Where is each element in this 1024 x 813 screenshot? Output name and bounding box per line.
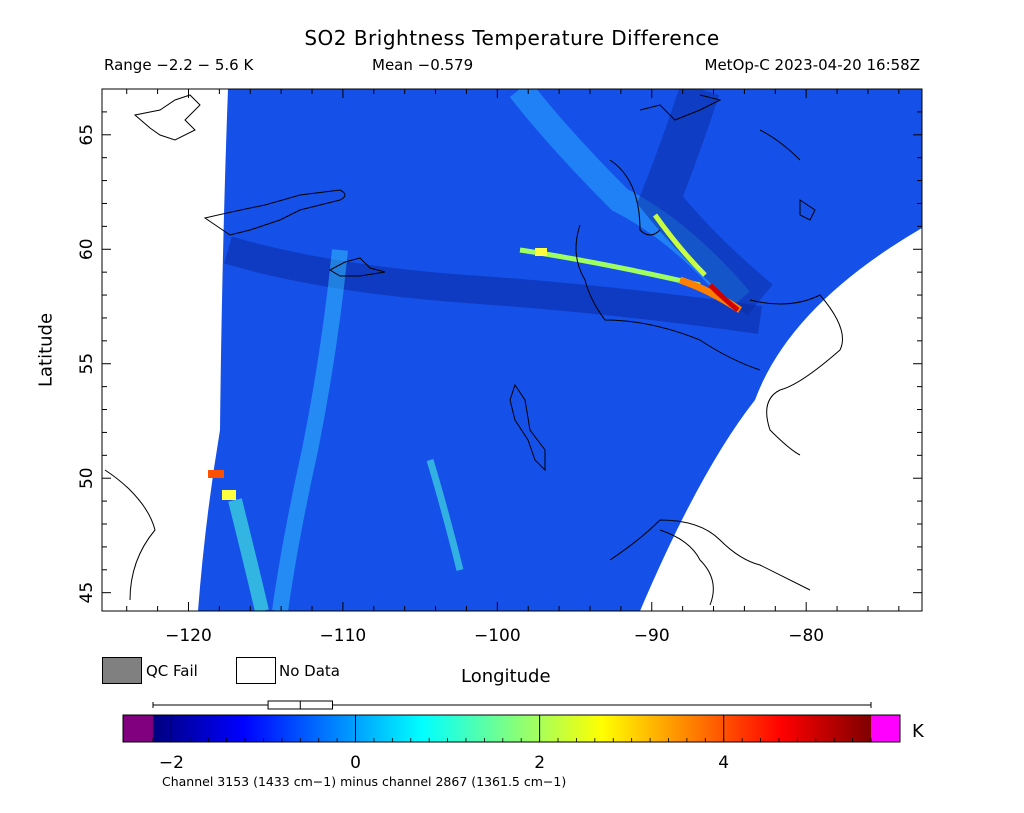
lat-tick-label: 65 xyxy=(77,124,97,146)
lon-tick-label: −80 xyxy=(788,626,824,646)
colorbar-tick-label: 2 xyxy=(534,753,545,773)
axis-ticks: −120 −110 −100 −90 −80 45 50 55 60 65 xyxy=(77,88,922,646)
colorbar: −2 0 2 4 xyxy=(122,700,901,773)
qc-fail-label: QC Fail xyxy=(146,662,198,680)
colorbar-tick-label: 4 xyxy=(718,753,729,773)
lat-tick-label: 60 xyxy=(77,238,97,260)
lat-tick-label: 50 xyxy=(77,467,97,489)
colorbar-under xyxy=(123,715,153,742)
colorbar-tick-label: 0 xyxy=(350,753,361,773)
so2-features xyxy=(208,89,773,611)
no-data-swatch xyxy=(236,657,276,684)
lat-tick-label: 55 xyxy=(77,353,97,375)
y-axis-label: Latitude xyxy=(35,312,57,388)
page-title: SO2 Brightness Temperature Difference xyxy=(304,26,720,50)
colorbar-frame xyxy=(122,714,901,743)
channel-footnote: Channel 3153 (1433 cm−1) minus channel 2… xyxy=(162,774,567,789)
range-text: Range −2.2 − 5.6 K xyxy=(104,56,254,74)
plot-frame xyxy=(101,88,923,612)
data-swath xyxy=(198,89,922,611)
mean-text: Mean −0.579 xyxy=(372,56,474,74)
colorbar-over xyxy=(871,715,900,742)
no-data-label: No Data xyxy=(279,662,340,680)
lat-tick-label: 45 xyxy=(77,582,97,604)
colorbar-tick-label: −2 xyxy=(159,753,184,773)
lon-tick-label: −120 xyxy=(165,626,212,646)
colorbar-gradient xyxy=(153,715,871,742)
coastlines xyxy=(104,94,843,606)
lon-tick-label: −90 xyxy=(634,626,670,646)
lon-tick-label: −110 xyxy=(320,626,367,646)
x-axis-label: Longitude xyxy=(461,666,551,687)
colorbar-unit: K xyxy=(912,721,924,742)
satellite-timestamp: MetOp-C 2023-04-20 16:58Z xyxy=(704,56,920,74)
lon-tick-label: −100 xyxy=(474,626,521,646)
qc-fail-swatch xyxy=(102,657,142,684)
